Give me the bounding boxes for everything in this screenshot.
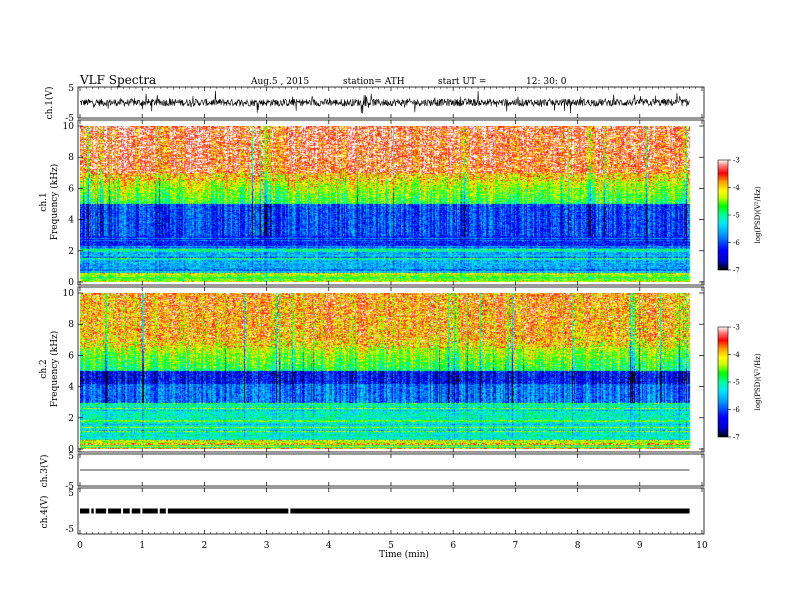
ch1-waveform-panel: 5 -5 ch.1(V) [44, 84, 705, 124]
ch4-signal-gap [121, 508, 124, 514]
ch3-waveform-panel: 5 -5 ch.3(V) [39, 452, 705, 492]
ch2-spectrogram-panel: 0 2 4 6 8 10 ch.2 Frequency (kHz) [39, 286, 705, 455]
ch1-ylabel: ch.1(V) [44, 87, 55, 120]
colorbar-tick-label: -3 [733, 324, 740, 332]
colorbar-tick-label: -7 [733, 267, 740, 275]
ch4-waveform-band [80, 508, 690, 514]
y-tick-label: 10 [63, 289, 75, 299]
ch1-spectrogram-panel: 0 2 4 6 8 10 ch.1 Frequency (kHz) [39, 119, 705, 288]
ch4-signal-gap [93, 508, 96, 514]
x-tick-label: 3 [264, 541, 270, 551]
ch4-ytick-bottom: -5 [65, 525, 74, 535]
ch3-ytick-bottom: -5 [65, 482, 74, 492]
x-axis-label: Time (min) [379, 549, 429, 560]
ch4-signal-gap [89, 508, 92, 514]
x-tick-label: 5 [388, 541, 394, 551]
y-tick-label: 2 [68, 247, 74, 257]
ch1-ytick-top: 5 [68, 84, 74, 94]
y-tick-label: 4 [68, 216, 74, 226]
ch1-spectrogram-image [80, 126, 692, 282]
x-tick-label: 10 [696, 541, 708, 551]
ch4-waveform-panel: 5 -5 ch.4(V) [39, 487, 705, 535]
colorbar-tick-label: -6 [733, 239, 740, 247]
ch1-colorbar-label: log(PSD)(V²/Hz) [754, 186, 762, 243]
x-tick-label: 4 [326, 541, 332, 551]
ch4-signal-band [80, 508, 690, 514]
ch4-ytick-top: 5 [68, 489, 74, 499]
x-tick-label: 6 [450, 541, 456, 551]
colorbar-tick-label: -5 [733, 212, 740, 220]
y-tick-label: 0 [68, 445, 74, 455]
y-tick-label: 8 [68, 320, 74, 330]
colorbar-tick-label: -5 [733, 379, 740, 387]
x-tick-label: 9 [637, 541, 643, 551]
ch1-spec-ylabel: Frequency (kHz) [49, 164, 60, 241]
x-tick-label: 2 [202, 541, 208, 551]
x-tick-label: 0 [77, 541, 83, 551]
x-tick-label: 7 [513, 541, 519, 551]
y-tick-label: 2 [68, 414, 74, 424]
ch2-colorbar: -3 -4 -5 -6 -7 log(PSD)(V²/Hz) [717, 324, 762, 442]
date-label: Aug.5 , 2015 [250, 77, 309, 87]
ch3-ylabel: ch.3(V) [39, 455, 50, 488]
ch4-signal-gap [157, 508, 160, 514]
ch4-signal-gap [106, 508, 109, 514]
x-tick-label: 8 [575, 541, 581, 551]
y-tick-label: 4 [68, 383, 74, 393]
colorbar-tick-label: -7 [733, 434, 740, 442]
ch4-signal-gap [288, 508, 291, 514]
colorbar-tick-label: -6 [733, 406, 740, 414]
colorbar-tick-label: -3 [733, 157, 740, 165]
ch3-ytick-top: 5 [68, 452, 74, 462]
y-tick-label: 10 [63, 122, 75, 132]
colorbar-tick-label: -4 [733, 184, 740, 192]
y-tick-label: 8 [68, 153, 74, 163]
station-label: station= ATH [343, 77, 405, 87]
ch2-spec-ylabel-channel: ch.2 [39, 359, 49, 378]
ch2-colorbar-label: log(PSD)(V²/Hz) [754, 353, 762, 410]
y-tick-label: 6 [68, 351, 74, 361]
ch1-waveform-trace [79, 90, 690, 114]
colorbar-tick-label: -4 [733, 351, 740, 359]
ch4-signal-gap [165, 508, 168, 514]
ch1-ytick-bottom: -5 [65, 114, 74, 124]
ch1-colorbar: -3 -4 -5 -6 -7 log(PSD)(V²/Hz) [717, 157, 762, 275]
ch2-spectrogram-image [80, 293, 692, 449]
y-tick-label: 0 [68, 278, 74, 288]
start-ut-time: 12: 30: 0 [526, 77, 567, 87]
start-ut-label: start UT = [438, 77, 486, 87]
ch1-spec-ylabel-channel: ch.1 [39, 192, 49, 211]
y-tick-label: 6 [68, 184, 74, 194]
ch2-spec-ylabel: Frequency (kHz) [49, 331, 60, 408]
ch4-signal-gap [129, 508, 132, 514]
ch4-ylabel: ch.4(V) [39, 496, 50, 529]
figure-title: VLF Spectra [79, 73, 156, 87]
ch4-signal-gap [140, 508, 143, 514]
x-axis-ticks: 0 1 2 3 4 5 6 7 8 9 10 [77, 87, 708, 551]
x-tick-label: 1 [139, 541, 145, 551]
